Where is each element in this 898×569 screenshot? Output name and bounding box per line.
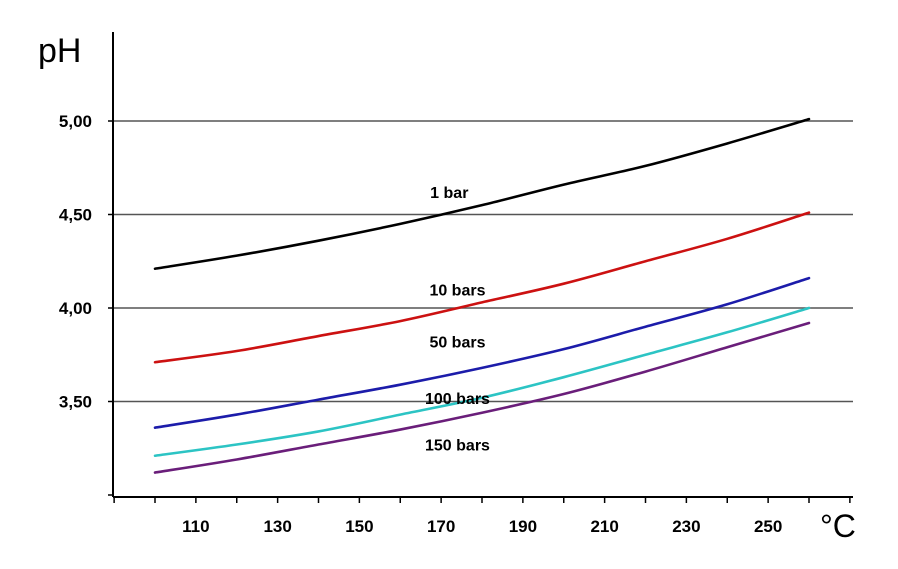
x-tick-label: 110	[182, 517, 209, 536]
series-line	[153, 117, 811, 271]
x-tick-label: 130	[263, 517, 291, 536]
ticks: 3,50 4,00 4,50 5,00 110 130 150 170 190 210 230 250	[59, 112, 851, 536]
x-axis-title: °C	[820, 508, 856, 544]
series-label: 10 bars	[429, 282, 485, 299]
series-line	[153, 306, 811, 458]
series-lines	[153, 117, 811, 474]
x-tick-label: 170	[427, 517, 455, 536]
series-label: 150 bars	[425, 438, 490, 455]
gridlines	[113, 120, 853, 403]
x-tick-label: 190	[509, 517, 537, 536]
x-tick-label: 230	[672, 517, 700, 536]
x-tick-label: 150	[345, 517, 373, 536]
x-tick-label: 250	[754, 517, 782, 536]
series-label: 1 bar	[430, 185, 468, 202]
y-tick-label: 5,00	[59, 112, 92, 131]
y-tick-label: 4,00	[59, 299, 92, 318]
y-tick-label: 3,50	[59, 393, 92, 412]
series-line	[153, 321, 811, 474]
series-label: 100 bars	[425, 391, 490, 408]
series-line	[153, 211, 811, 364]
series-line	[153, 276, 811, 429]
x-tick-label: 210	[590, 517, 618, 536]
y-tick-label: 4,50	[59, 206, 92, 225]
y-axis-title: pH	[38, 32, 81, 70]
series-labels: 1 bar 10 bars 50 bars 100 bars 150 bars	[425, 185, 490, 454]
axes	[112, 32, 853, 498]
series-label: 50 bars	[429, 335, 485, 352]
